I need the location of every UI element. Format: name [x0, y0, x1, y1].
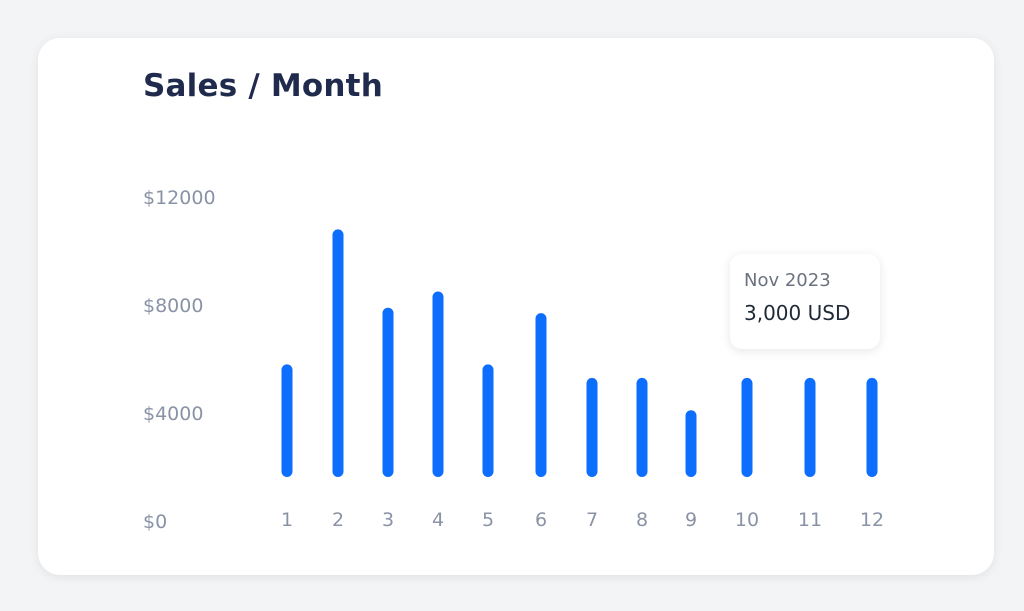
x-tick-label: 6 — [535, 509, 547, 531]
bar-month-10[interactable] — [741, 377, 753, 477]
x-axis: 1 2 3 4 5 6 7 8 9 10 11 12 — [281, 509, 884, 531]
x-tick-label: 7 — [586, 509, 598, 531]
x-tick-label: 10 — [735, 509, 759, 531]
bar-month-4[interactable] — [432, 291, 444, 478]
tooltip: Nov 2023 3,000 USD — [730, 254, 880, 349]
y-axis: $0 $4000 $8000 $12000 — [143, 187, 216, 533]
x-tick-label: 3 — [382, 509, 394, 531]
x-tick-label: 1 — [281, 509, 293, 531]
y-tick-label: $12000 — [143, 187, 216, 209]
bars — [281, 229, 878, 478]
y-tick-label: $4000 — [143, 403, 203, 425]
bar-month-7[interactable] — [586, 377, 598, 477]
chart-title: Sales / Month — [143, 68, 383, 104]
x-tick-label: 2 — [332, 509, 344, 531]
bar-month-8[interactable] — [636, 377, 648, 477]
x-tick-label: 11 — [798, 509, 822, 531]
bar-month-11[interactable] — [804, 377, 816, 477]
bar-month-1[interactable] — [281, 364, 293, 477]
x-tick-label: 12 — [860, 509, 884, 531]
x-tick-label: 9 — [685, 509, 697, 531]
x-tick-label: 5 — [482, 509, 494, 531]
bar-month-6[interactable] — [535, 313, 547, 477]
y-tick-label: $8000 — [143, 295, 203, 317]
bar-month-9[interactable] — [685, 410, 697, 477]
x-tick-label: 4 — [432, 509, 444, 531]
bar-month-2[interactable] — [332, 229, 344, 477]
bar-month-12[interactable] — [866, 377, 878, 477]
x-tick-label: 8 — [636, 509, 648, 531]
tooltip-value: 3,000 USD — [744, 301, 851, 325]
y-tick-label: $0 — [143, 511, 167, 533]
bar-month-5[interactable] — [482, 364, 494, 477]
tooltip-date: Nov 2023 — [744, 270, 831, 291]
bar-month-3[interactable] — [382, 307, 394, 477]
